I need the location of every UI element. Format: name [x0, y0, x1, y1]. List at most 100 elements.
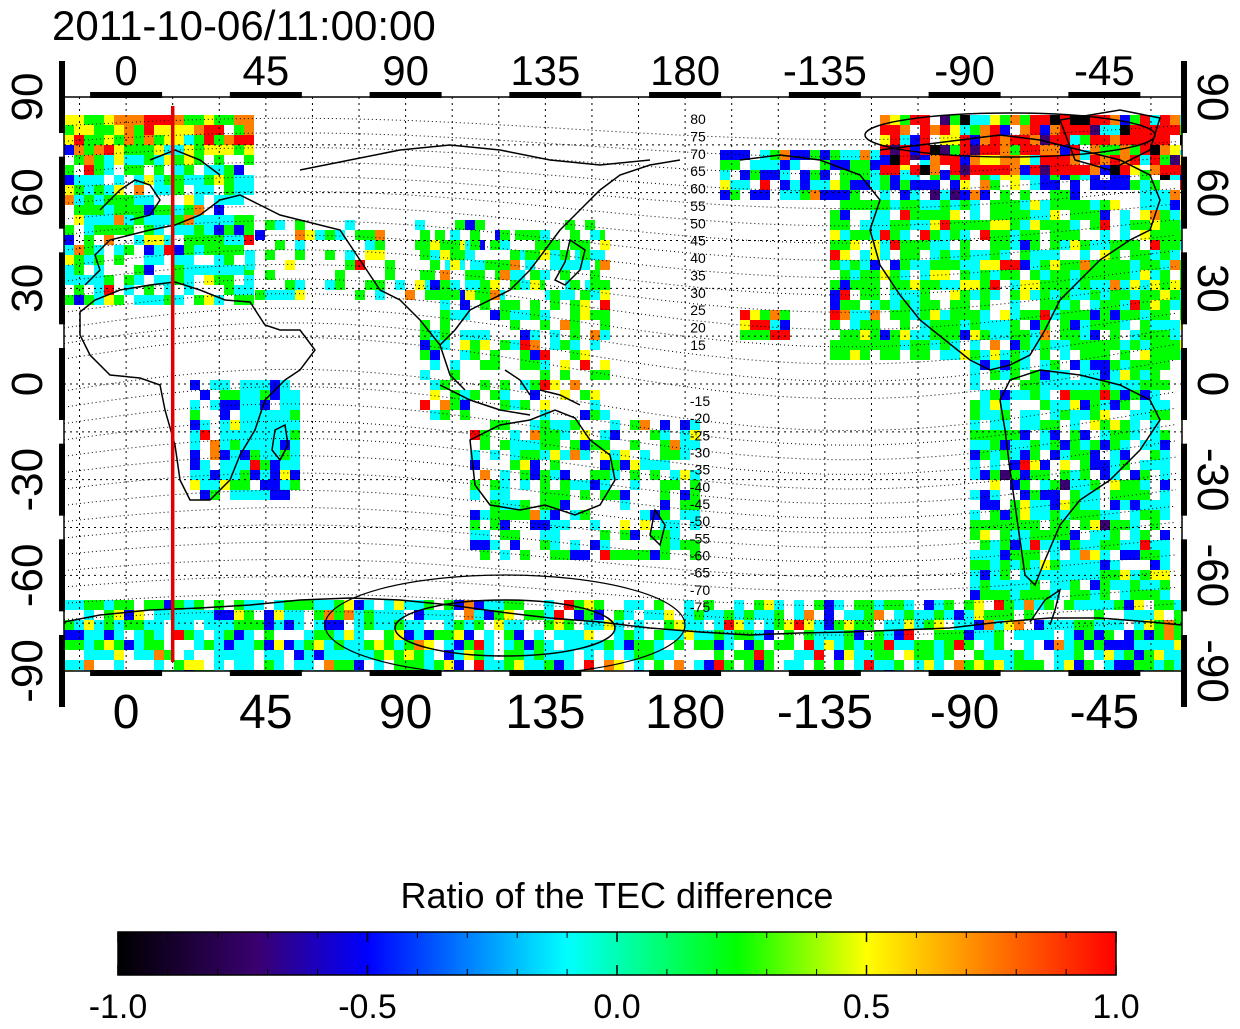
- tec-cell: [440, 400, 450, 410]
- tec-cell: [334, 610, 344, 620]
- tec-cell: [660, 430, 670, 440]
- tec-cell: [990, 560, 1000, 570]
- tec-cell: [224, 285, 234, 295]
- tec-cell: [1080, 450, 1090, 460]
- tec-cell: [114, 145, 124, 155]
- tec-cell: [364, 640, 374, 650]
- tec-cell: [1070, 450, 1080, 460]
- tec-cell: [880, 165, 890, 175]
- tec-cell: [1040, 165, 1050, 175]
- tec-cell: [1020, 260, 1030, 270]
- tec-cell: [670, 450, 680, 460]
- tec-cell: [1090, 460, 1100, 470]
- tec-cell: [540, 480, 550, 490]
- tec-cell: [600, 260, 610, 270]
- tec-cell: [1020, 220, 1030, 230]
- tec-cell: [1040, 420, 1050, 430]
- tec-cell: [64, 660, 74, 670]
- tec-cell: [295, 250, 305, 260]
- tec-cell: [834, 630, 844, 640]
- tec-cell: [480, 470, 490, 480]
- tec-cell: [1160, 310, 1170, 320]
- tec-cell: [134, 165, 144, 175]
- tec-cell: [890, 125, 900, 135]
- tec-cell: [164, 215, 174, 225]
- tec-cell: [880, 125, 890, 135]
- tec-cell: [870, 170, 880, 180]
- tec-cell: [1120, 480, 1130, 490]
- tec-cell: [684, 610, 694, 620]
- tec-cell: [1100, 165, 1110, 175]
- tec-cell: [74, 255, 84, 265]
- tec-cell: [770, 160, 780, 170]
- tec-cell: [530, 440, 540, 450]
- frame-tick-bar: [928, 670, 1001, 676]
- tec-cell: [610, 420, 620, 430]
- tec-cell: [510, 440, 520, 450]
- tec-cell: [1164, 620, 1174, 630]
- tec-cell: [1040, 280, 1050, 290]
- tec-cell: [1140, 180, 1150, 190]
- tec-cell: [210, 380, 220, 390]
- tec-cell: [1160, 360, 1170, 370]
- tec-cell: [244, 640, 254, 650]
- tec-cell: [660, 540, 670, 550]
- tec-cell: [1030, 370, 1040, 380]
- tec-cell: [134, 275, 144, 285]
- tec-cell: [1120, 115, 1130, 125]
- tec-cell: [600, 530, 610, 540]
- y-tick-label-right: 90: [1188, 73, 1237, 122]
- tec-cell: [440, 280, 450, 290]
- tec-cell: [1064, 630, 1074, 640]
- tec-cell: [504, 630, 514, 640]
- tec-cell: [124, 125, 134, 135]
- tec-cell: [1000, 210, 1010, 220]
- tec-cell: [134, 235, 144, 245]
- tec-cell: [970, 330, 980, 340]
- tec-cell: [980, 290, 990, 300]
- tec-cell: [1104, 630, 1114, 640]
- tec-cell: [704, 610, 714, 620]
- tec-cell: [800, 170, 810, 180]
- tec-cell: [1120, 165, 1130, 175]
- tec-cell: [504, 650, 514, 660]
- tec-cell: [880, 210, 890, 220]
- tec-cell: [1090, 180, 1100, 190]
- tec-cell: [1030, 145, 1040, 155]
- tec-cell: [230, 460, 240, 470]
- tec-cell: [470, 460, 480, 470]
- contour-label: 35: [690, 268, 706, 284]
- tec-cell: [190, 420, 200, 430]
- tec-cell: [720, 160, 730, 170]
- tec-cell: [1094, 640, 1104, 650]
- tec-cell: [1150, 380, 1160, 390]
- tec-cell: [64, 620, 74, 630]
- tec-cell: [960, 330, 970, 340]
- tec-cell: [1130, 510, 1140, 520]
- tec-cell: [990, 460, 1000, 470]
- tec-cell: [954, 660, 964, 670]
- tec-cell: [500, 240, 510, 250]
- tec-cell: [470, 390, 480, 400]
- tec-cell: [74, 215, 84, 225]
- colorbar-tick-label: 0.0: [593, 988, 640, 1024]
- tec-cell: [770, 320, 780, 330]
- tec-cell: [870, 320, 880, 330]
- tec-cell: [624, 650, 634, 660]
- contour-label: -40: [690, 479, 710, 495]
- tec-cell: [550, 540, 560, 550]
- tec-cell: [1070, 230, 1080, 240]
- tec-cell: [430, 290, 440, 300]
- tec-cell: [734, 610, 744, 620]
- tec-cell: [900, 330, 910, 340]
- tec-cell: [1130, 135, 1140, 145]
- tec-cell: [1000, 350, 1010, 360]
- contour-label: -20: [690, 410, 710, 426]
- tec-cell: [244, 115, 254, 125]
- tec-cell: [1160, 570, 1170, 580]
- tec-cell: [940, 155, 950, 165]
- tec-cell: [854, 620, 864, 630]
- tec-cell: [1080, 290, 1090, 300]
- tec-cell: [1070, 420, 1080, 430]
- tec-cell: [1130, 290, 1140, 300]
